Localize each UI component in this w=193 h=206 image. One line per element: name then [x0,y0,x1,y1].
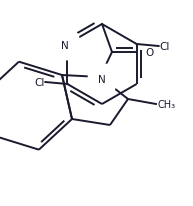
Text: CH₃: CH₃ [158,99,176,109]
Text: N: N [62,41,69,51]
Text: Cl: Cl [160,42,170,52]
Text: O: O [145,48,153,58]
Text: Cl: Cl [34,78,44,88]
Text: N: N [98,75,106,85]
